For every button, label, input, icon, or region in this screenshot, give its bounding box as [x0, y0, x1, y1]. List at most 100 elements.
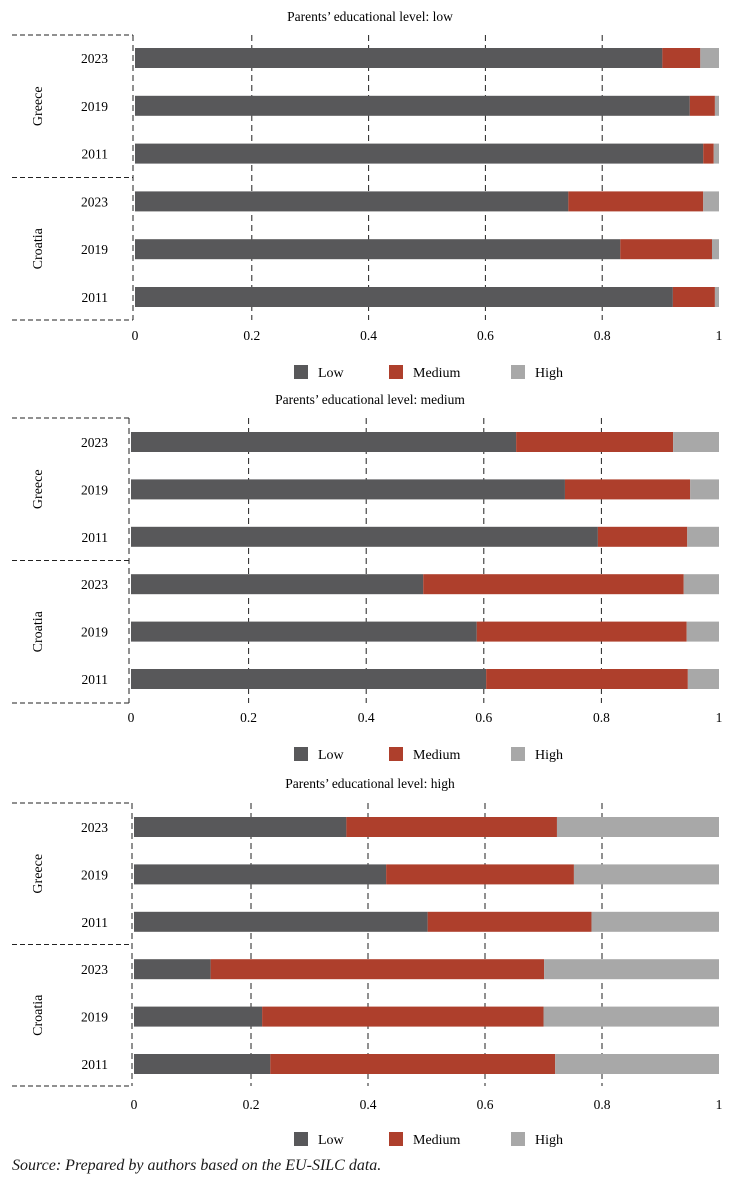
y-category-label: 2019	[81, 242, 108, 257]
x-tick-label: 1	[716, 1097, 723, 1112]
bar-segment-high	[573, 864, 719, 885]
x-tick-label: 0.4	[360, 328, 377, 343]
y-category-label: 2023	[81, 194, 108, 209]
legend-swatch-medium	[389, 747, 403, 761]
x-tick-label: 1	[716, 710, 723, 725]
legend-label-low: Low	[318, 1133, 345, 1148]
bar-segment-medium	[423, 574, 684, 595]
y-category-label: 2011	[82, 915, 109, 930]
bar-segment-medium	[346, 817, 557, 837]
bar-segment-low	[131, 432, 517, 452]
y-category-label: 2011	[82, 290, 109, 305]
bar-segment-medium	[672, 287, 715, 307]
legend-label-medium: Medium	[413, 366, 461, 381]
legend-label-high: High	[535, 1133, 563, 1148]
bar-segment-medium	[486, 669, 688, 689]
bar-segment-low	[131, 526, 598, 547]
bar-segment-low	[131, 574, 424, 595]
bar-segment-medium	[564, 479, 691, 500]
legend-label-medium: Medium	[413, 748, 461, 763]
chart-title: Parents’ educational level: low	[287, 9, 453, 24]
x-tick-label: 0.8	[594, 1097, 611, 1112]
bar-segment-high	[714, 287, 719, 307]
group-label-greece: Greece	[31, 469, 46, 509]
bar-segment-high	[713, 143, 719, 164]
y-category-label: 2023	[81, 962, 108, 977]
y-category-label: 2019	[81, 867, 108, 882]
x-tick-label: 0.6	[477, 1097, 494, 1112]
bar-segment-medium	[568, 191, 704, 212]
group-label-greece: Greece	[31, 86, 46, 126]
x-tick-label: 0.4	[360, 1097, 377, 1112]
group-label-croatia: Croatia	[31, 610, 46, 652]
bar-segment-high	[673, 432, 719, 452]
bar-segment-high	[544, 959, 719, 980]
x-tick-label: 0	[132, 328, 139, 343]
y-category-label: 2011	[82, 530, 109, 545]
group-label-greece: Greece	[31, 854, 46, 894]
x-tick-label: 0.2	[243, 1097, 260, 1112]
y-category-label: 2023	[81, 435, 108, 450]
x-tick-label: 0.8	[593, 710, 610, 725]
bar-segment-high	[686, 621, 719, 642]
y-category-label: 2019	[81, 99, 108, 114]
bar-segment-medium	[270, 1054, 556, 1074]
y-category-label: 2019	[81, 625, 108, 640]
bar-segment-low	[134, 817, 347, 837]
legend-swatch-medium	[389, 365, 403, 379]
bar-segment-high	[714, 95, 719, 116]
bar-segment-high	[690, 479, 719, 500]
bar-segment-high	[700, 48, 719, 68]
legend-swatch-low	[294, 365, 308, 379]
bar-segment-low	[134, 959, 211, 980]
y-category-label: 2011	[82, 1057, 109, 1072]
source-note: Source: Prepared by authors based on the…	[12, 1157, 382, 1174]
bar-segment-medium	[262, 1006, 544, 1027]
y-category-label: 2023	[81, 51, 108, 66]
legend-label-high: High	[535, 366, 563, 381]
bar-segment-low	[131, 669, 487, 689]
legend-swatch-low	[294, 747, 308, 761]
bar-segment-low	[135, 191, 569, 212]
bar-segment-high	[687, 526, 719, 547]
bar-segment-low	[135, 48, 663, 68]
y-category-label: 2019	[81, 1010, 108, 1025]
chart-title: Parents’ educational level: high	[285, 776, 455, 791]
x-tick-label: 0.2	[243, 328, 260, 343]
y-category-label: 2011	[82, 672, 109, 687]
bar-segment-medium	[597, 526, 688, 547]
legend-label-low: Low	[318, 748, 345, 763]
legend-label-low: Low	[318, 366, 345, 381]
bar-segment-low	[134, 1006, 263, 1027]
bar-segment-medium	[427, 911, 592, 932]
bar-segment-high	[591, 911, 719, 932]
legend-swatch-low	[294, 1132, 308, 1146]
legend-label-medium: Medium	[413, 1133, 461, 1148]
bar-segment-high	[543, 1006, 719, 1027]
bar-segment-low	[135, 287, 673, 307]
bar-segment-high	[556, 817, 719, 837]
bar-segment-high	[711, 239, 719, 260]
bar-segment-low	[135, 239, 621, 260]
x-tick-label: 0.2	[240, 710, 257, 725]
bar-segment-medium	[689, 95, 715, 116]
bar-segment-low	[135, 143, 704, 164]
bar-segment-high	[683, 574, 719, 595]
bar-segment-high	[703, 191, 719, 212]
bar-segment-low	[131, 479, 565, 500]
chart-title: Parents’ educational level: medium	[275, 392, 465, 407]
bar-segment-low	[135, 95, 690, 116]
bar-segment-low	[134, 1054, 271, 1074]
bar-segment-medium	[210, 959, 545, 980]
x-tick-label: 1	[716, 328, 723, 343]
bar-segment-low	[134, 911, 428, 932]
bar-segment-medium	[476, 621, 687, 642]
legend-swatch-high	[511, 747, 525, 761]
group-label-croatia: Croatia	[31, 994, 46, 1036]
bar-segment-high	[687, 669, 719, 689]
bar-segment-high	[555, 1054, 719, 1074]
legend-swatch-medium	[389, 1132, 403, 1146]
x-tick-label: 0.8	[594, 328, 611, 343]
x-tick-label: 0	[131, 1097, 138, 1112]
